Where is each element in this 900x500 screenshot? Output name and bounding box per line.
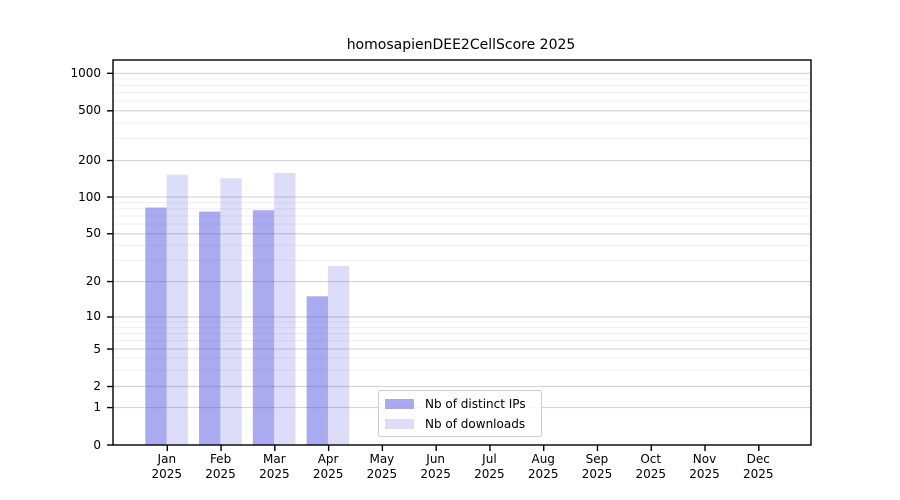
legend-item-distinct-ips: Nb of distinct IPs bbox=[385, 396, 534, 412]
bar-distinct-ips-apr bbox=[306, 295, 328, 445]
bar-downloads-mar bbox=[273, 172, 295, 445]
chart-title: homosapienDEE2CellScore 2025 bbox=[346, 37, 576, 53]
y-tick-label: 200 bbox=[78, 153, 101, 168]
plot-area bbox=[106, 58, 812, 451]
legend-swatch-downloads bbox=[385, 419, 414, 429]
bar-distinct-ips-mar bbox=[252, 209, 274, 445]
bar-distinct-ips-feb bbox=[198, 211, 220, 445]
y-tick-label: 500 bbox=[78, 103, 101, 118]
bar-distinct-ips-jan bbox=[144, 207, 167, 445]
y-tick-label: 2 bbox=[93, 379, 101, 394]
x-tick-label: Apr 2025 bbox=[312, 452, 344, 481]
minor-gridlines bbox=[113, 78, 810, 370]
legend-label-downloads: Nb of downloads bbox=[425, 417, 526, 431]
bar-downloads-jan bbox=[166, 174, 188, 445]
y-tick-label: 0 bbox=[93, 437, 101, 452]
y-tick-label: 100 bbox=[78, 189, 101, 204]
y-tick-label: 1 bbox=[93, 400, 101, 415]
y-tick-label: 10 bbox=[85, 309, 101, 324]
x-tick-label: Aug 2025 bbox=[527, 452, 559, 481]
y-tick-label: 5 bbox=[93, 341, 101, 356]
tick-marks bbox=[106, 72, 759, 451]
x-tick-label: Oct 2025 bbox=[635, 452, 666, 481]
x-tick-label: Jul 2025 bbox=[474, 452, 505, 481]
x-tick-label: Sep 2025 bbox=[581, 452, 613, 481]
major-gridlines bbox=[113, 72, 810, 408]
x-tick-label: Nov 2025 bbox=[689, 452, 720, 481]
x-tick-label: Mar 2025 bbox=[259, 452, 290, 481]
legend: Nb of distinct IPs Nb of downloads bbox=[378, 390, 542, 437]
legend-item-downloads: Nb of downloads bbox=[385, 416, 534, 432]
x-tick-label: Dec 2025 bbox=[743, 452, 774, 481]
bars-group bbox=[144, 172, 349, 445]
bar-downloads-apr bbox=[327, 265, 349, 445]
y-tick-label: 1000 bbox=[70, 65, 101, 80]
legend-label-distinct-ips: Nb of distinct IPs bbox=[425, 397, 526, 411]
x-tick-label: May 2025 bbox=[366, 452, 398, 481]
bar-downloads-feb bbox=[219, 177, 242, 445]
x-tick-label: Jan 2025 bbox=[151, 452, 183, 481]
x-tick-label: Feb 2025 bbox=[205, 452, 236, 481]
plot-border bbox=[111, 58, 812, 446]
x-tick-label: Jun 2025 bbox=[420, 452, 451, 481]
y-tick-label: 50 bbox=[85, 226, 101, 241]
y-tick-label: 20 bbox=[85, 274, 101, 289]
legend-swatch-distinct-ips bbox=[385, 399, 414, 409]
